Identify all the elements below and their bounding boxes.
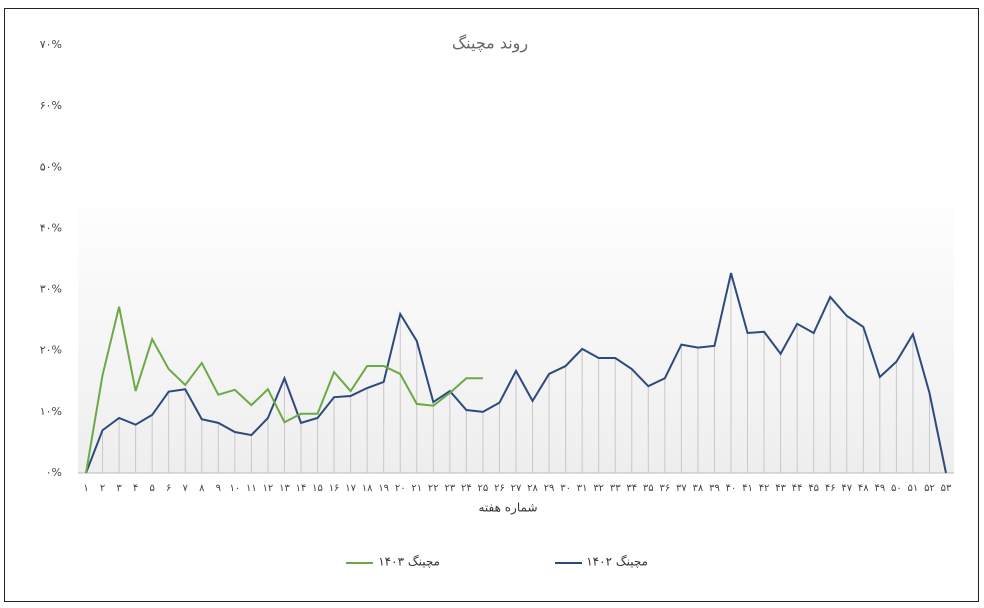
x-tick-label: ۴۱ [742,483,753,494]
x-tick-label: ۶ [166,483,171,494]
x-tick-label: ۳۳ [610,483,621,494]
x-tick-label: ۸ [199,483,205,494]
x-tick-label: ۵۲ [924,483,935,494]
x-tick-label: ۲۳ [444,483,455,494]
y-tick-label: ۴۰% [40,221,62,234]
legend-label: مچینگ ۱۴۰۳ [378,555,440,569]
x-tick-label: ۱۳ [279,483,290,494]
x-tick-label: ۳۸ [693,483,704,494]
x-tick-label: ۳۱ [577,483,588,494]
x-tick-label: ۴۵ [808,483,819,494]
x-tick-label: ۱۲ [263,483,274,494]
x-tick-label: ۴۲ [759,483,770,494]
x-tick-label: ۳۶ [659,483,670,494]
x-tick-label: ۴۶ [825,483,836,494]
x-tick-label: ۱۵ [312,483,323,494]
x-tick-label: ۲۴ [461,483,472,494]
x-tick-label: ۲۰ [395,483,406,494]
y-tick-label: ۳۰% [40,283,62,296]
series-line [85,306,483,474]
x-tick-label: ۱۸ [362,483,373,494]
x-tick-label: ۷ [183,483,189,494]
x-tick-label: ۴۴ [792,483,803,494]
x-axis-label: شماره هفته [479,501,538,516]
chart-title: روند مچینگ [452,34,528,54]
x-tick-label: ۳۲ [593,483,604,494]
x-tick-label: ۹ [216,483,221,494]
y-tick-label: ۶۰% [40,99,62,112]
x-tick-label: ۱۷ [345,483,356,494]
x-tick-label: ۱۶ [329,483,340,494]
legend-label: مچینگ ۱۴۰۲ [586,555,648,569]
x-tick-label: ۲ [100,483,105,494]
x-tick-label: ۲۷ [511,483,522,494]
y-tick-label: ۱۰% [40,405,62,418]
x-tick-label: ۲۱ [411,483,422,494]
x-tick-label: ۲۹ [544,483,555,494]
x-tick-label: ۱۱ [246,483,257,494]
x-tick-label: ۴۹ [874,483,885,494]
x-tick-label: ۱۴ [296,483,307,494]
x-tick-label: ۳۰ [560,483,571,494]
y-tick-label: ۰% [46,466,62,479]
x-tick-label: ۳۷ [676,483,687,494]
y-tick-label: ۷۰% [40,38,62,51]
x-tick-label: ۵۰ [891,483,902,494]
x-tick-label: ۲۶ [494,483,505,494]
x-tick-label: ۳۵ [643,483,654,494]
x-tick-label: ۱۰ [229,483,240,494]
x-tick-label: ۴۷ [841,483,852,494]
x-tick-label: ۲۵ [478,483,489,494]
y-tick-label: ۲۰% [40,344,62,357]
x-tick-label: ۴ [133,483,138,494]
series-line [85,272,947,474]
x-tick-label: ۳۴ [626,483,637,494]
x-tick-label: ۴۳ [775,483,786,494]
x-tick-label: ۵ [149,483,154,494]
x-tick-label: ۴۰ [726,483,737,494]
x-tick-label: ۴۸ [858,483,869,494]
x-tick-label: ۲۲ [428,483,439,494]
x-tick-label: ۵۱ [908,483,919,494]
x-tick-label: ۳ [116,483,122,494]
x-tick-label: ۱ [83,483,88,494]
x-tick-label: ۲۸ [527,483,538,494]
x-tick-label: ۱۹ [378,483,389,494]
y-tick-label: ۵۰% [40,160,62,173]
x-tick-label: ۵۳ [941,483,952,494]
x-tick-label: ۳۹ [709,483,720,494]
